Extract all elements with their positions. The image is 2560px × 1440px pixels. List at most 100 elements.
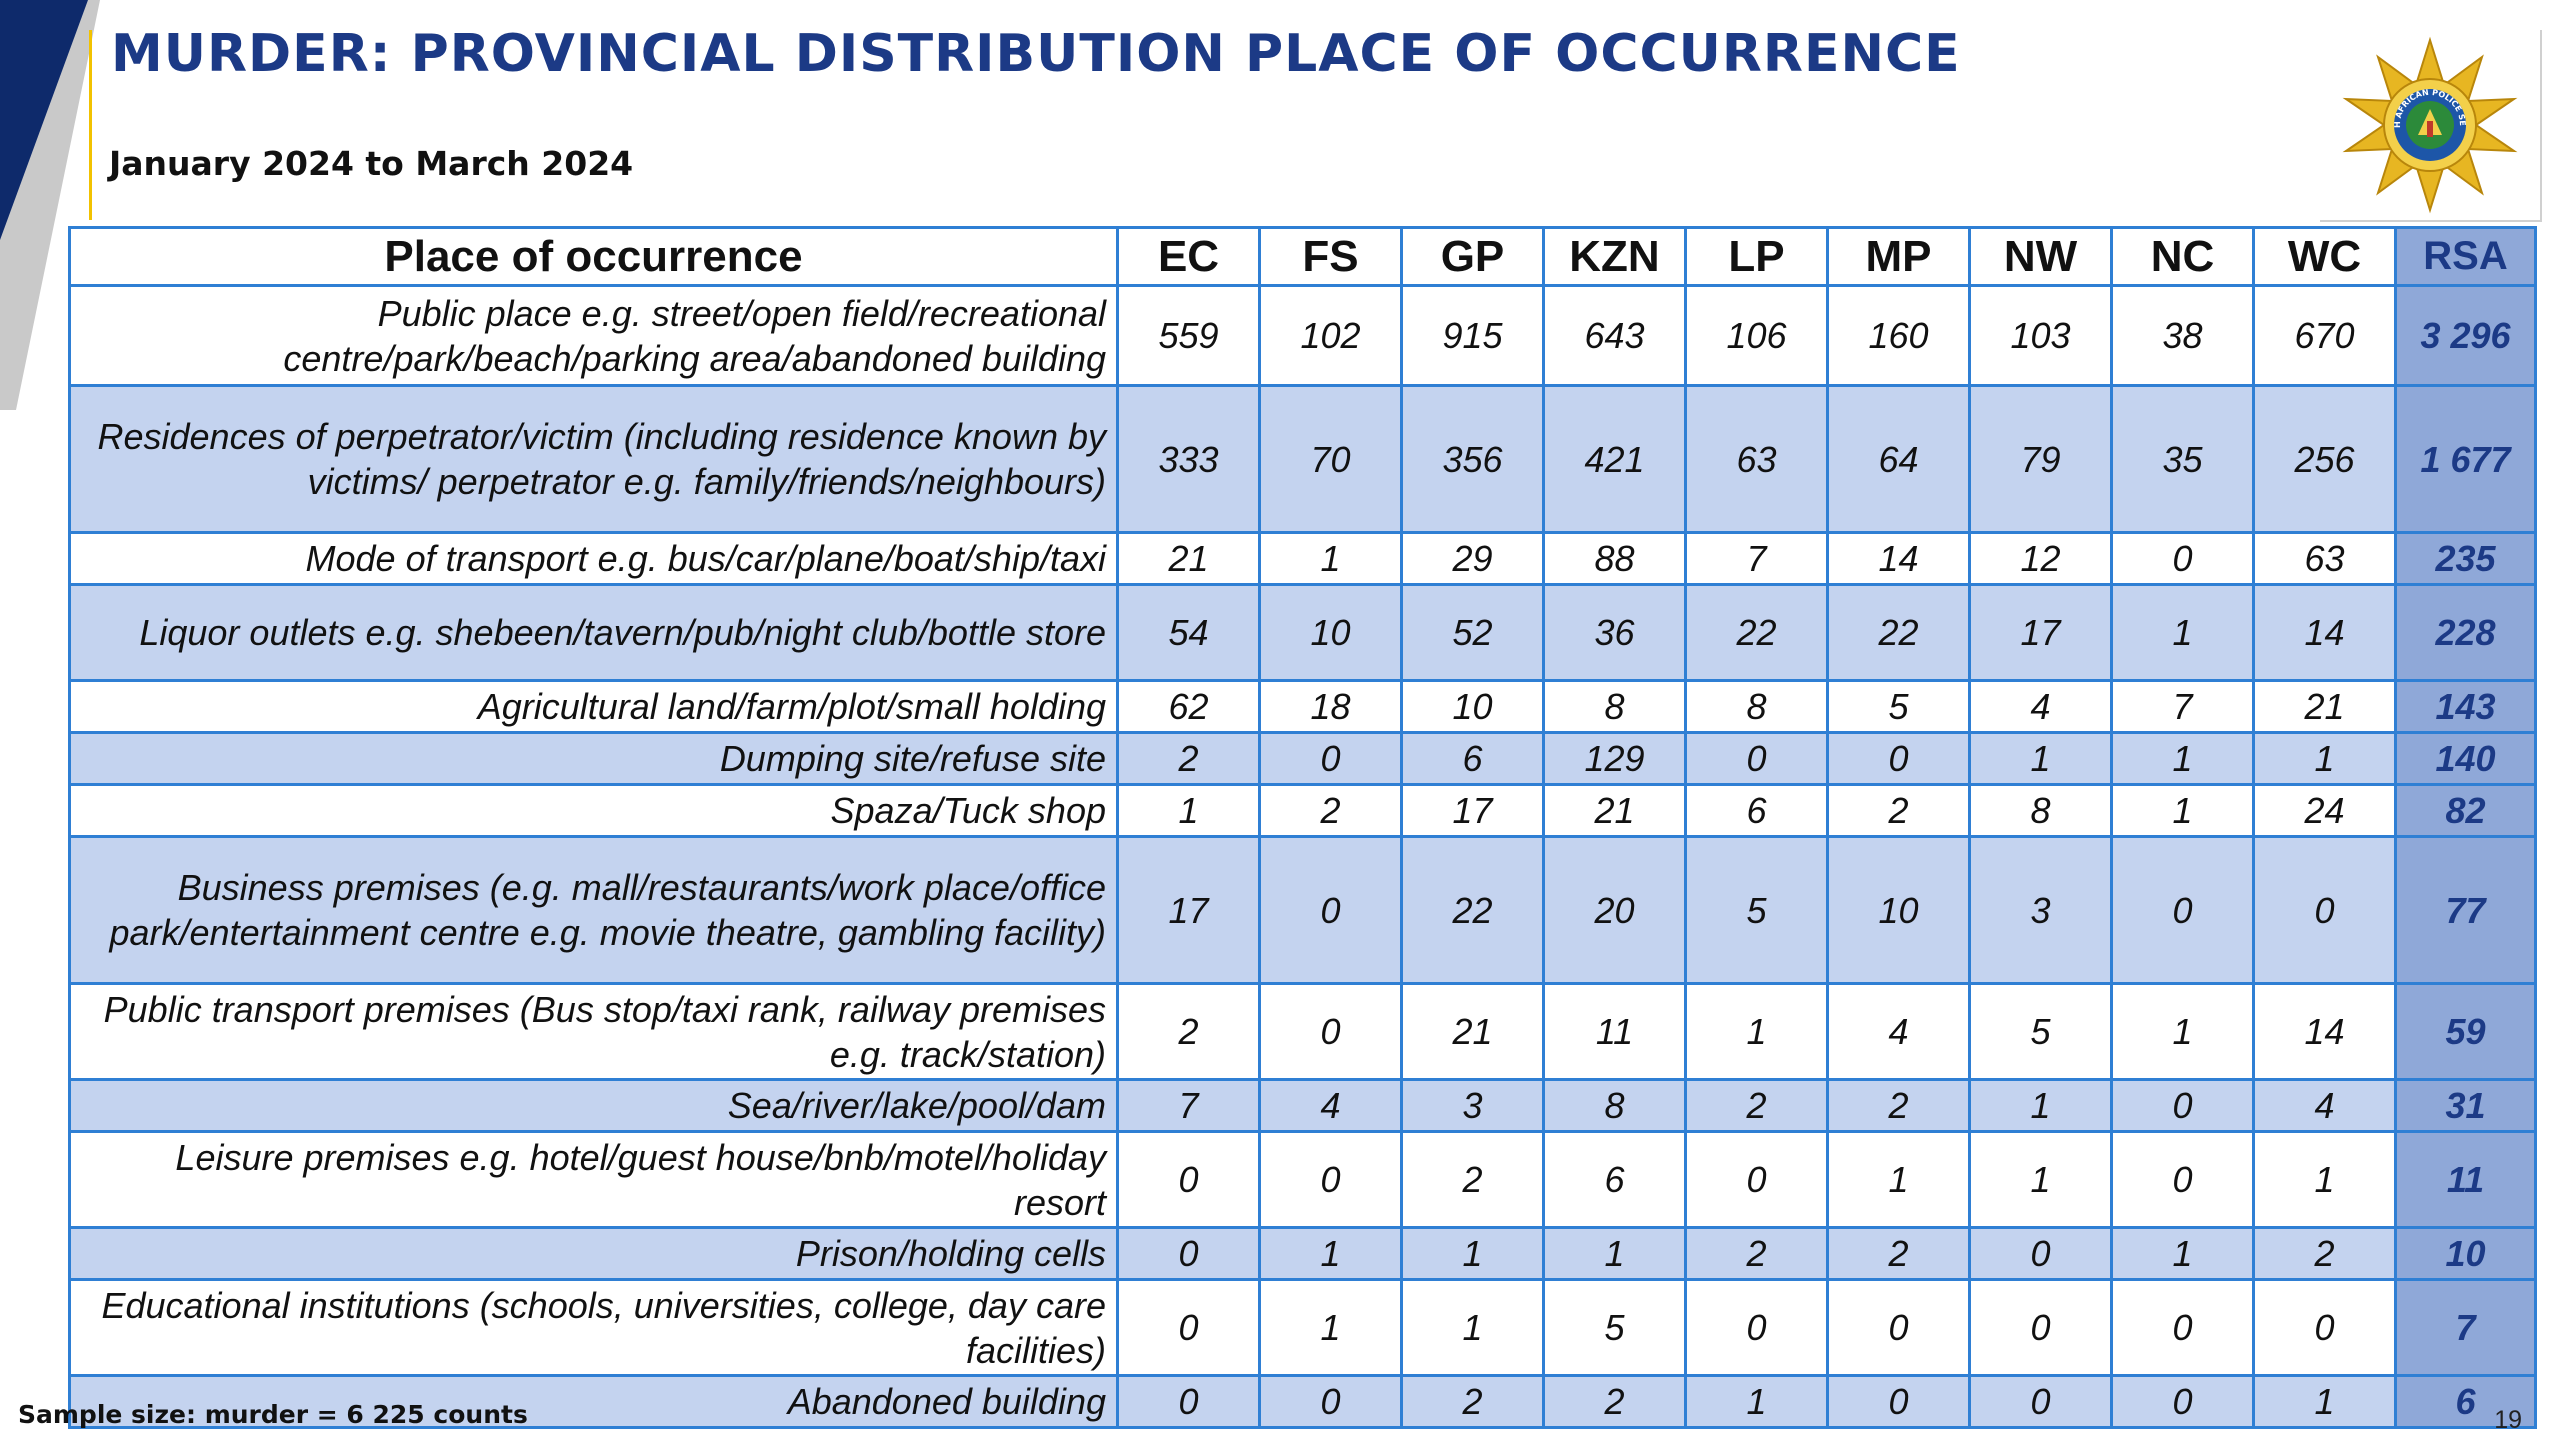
total-cell-rsa: 7 bbox=[2394, 1278, 2537, 1377]
place-cell: Mode of transport e.g. bus/car/plane/boa… bbox=[68, 531, 1119, 586]
table-row: Sea/river/lake/pool/dam 7 4 3 8 2 2 1 0 4 31 bbox=[68, 1078, 2537, 1133]
value-cell-gp: 915 bbox=[1400, 284, 1545, 387]
value-cell-fs: 102 bbox=[1258, 284, 1403, 387]
value-cell-wc: 63 bbox=[2252, 531, 2397, 586]
table-header-row: Place of occurrence EC FS GP KZN LP MP NW NC WC RS… bbox=[68, 226, 2537, 287]
occurrence-table: Place of occurrence EC FS GP KZN LP MP NW NC WC RS… bbox=[68, 226, 2537, 1429]
value-cell-kzn: 8 bbox=[1542, 679, 1687, 734]
star-emblem-icon: SOUTH AFRICAN POLICE SERVICE bbox=[2342, 36, 2518, 214]
value-cell-kzn: 421 bbox=[1542, 384, 1687, 534]
table-row: Prison/holding cells 0 1 1 1 2 2 0 1 2 10 bbox=[68, 1226, 2537, 1281]
total-cell-rsa: 1 677 bbox=[2394, 384, 2537, 534]
value-cell-nc: 35 bbox=[2110, 384, 2255, 534]
value-cell-gp: 2 bbox=[1400, 1374, 1545, 1429]
value-cell-ec: 333 bbox=[1116, 384, 1261, 534]
value-cell-kzn: 5 bbox=[1542, 1278, 1687, 1377]
value-cell-gp: 2 bbox=[1400, 1130, 1545, 1229]
value-cell-lp: 0 bbox=[1684, 1130, 1829, 1229]
place-cell: Dumping site/refuse site bbox=[68, 731, 1119, 786]
value-cell-kzn: 643 bbox=[1542, 284, 1687, 387]
value-cell-wc: 21 bbox=[2252, 679, 2397, 734]
total-cell-rsa: 82 bbox=[2394, 783, 2537, 838]
place-cell: Sea/river/lake/pool/dam bbox=[68, 1078, 1119, 1133]
value-cell-fs: 1 bbox=[1258, 1278, 1403, 1377]
value-cell-kzn: 8 bbox=[1542, 1078, 1687, 1133]
value-cell-wc: 1 bbox=[2252, 1374, 2397, 1429]
value-cell-lp: 0 bbox=[1684, 1278, 1829, 1377]
value-cell-lp: 7 bbox=[1684, 531, 1829, 586]
value-cell-nw: 0 bbox=[1968, 1374, 2113, 1429]
place-cell: Liquor outlets e.g. shebeen/tavern/pub/n… bbox=[68, 583, 1119, 682]
value-cell-nw: 1 bbox=[1968, 1130, 2113, 1229]
table-row: Spaza/Tuck shop 1 2 17 21 6 2 8 1 24 82 bbox=[68, 783, 2537, 838]
table-row: Public place e.g. street/open field/recr… bbox=[68, 284, 2537, 387]
table-row: Mode of transport e.g. bus/car/plane/boa… bbox=[68, 531, 2537, 586]
total-cell-rsa: 11 bbox=[2394, 1130, 2537, 1229]
total-cell-rsa: 10 bbox=[2394, 1226, 2537, 1281]
value-cell-ec: 0 bbox=[1116, 1226, 1261, 1281]
value-cell-lp: 8 bbox=[1684, 679, 1829, 734]
value-cell-wc: 0 bbox=[2252, 835, 2397, 985]
value-cell-lp: 0 bbox=[1684, 731, 1829, 786]
page-number: 19 bbox=[2494, 1406, 2522, 1434]
value-cell-fs: 0 bbox=[1258, 1374, 1403, 1429]
value-cell-mp: 5 bbox=[1826, 679, 1971, 734]
value-cell-ec: 21 bbox=[1116, 531, 1261, 586]
table-row: Dumping site/refuse site 2 0 6 129 0 0 1 1 1 140 bbox=[68, 731, 2537, 786]
value-cell-mp: 2 bbox=[1826, 1078, 1971, 1133]
value-cell-kzn: 20 bbox=[1542, 835, 1687, 985]
sample-size-note: Sample size: murder = 6 225 counts bbox=[18, 1400, 528, 1429]
value-cell-fs: 0 bbox=[1258, 731, 1403, 786]
column-header-kzn: KZN bbox=[1542, 226, 1687, 287]
value-cell-ec: 2 bbox=[1116, 731, 1261, 786]
value-cell-nw: 12 bbox=[1968, 531, 2113, 586]
value-cell-nc: 0 bbox=[2110, 1374, 2255, 1429]
value-cell-fs: 1 bbox=[1258, 531, 1403, 586]
value-cell-gp: 1 bbox=[1400, 1226, 1545, 1281]
total-cell-rsa: 143 bbox=[2394, 679, 2537, 734]
value-cell-lp: 2 bbox=[1684, 1226, 1829, 1281]
page-subtitle: January 2024 to March 2024 bbox=[109, 144, 634, 183]
value-cell-gp: 21 bbox=[1400, 982, 1545, 1081]
value-cell-mp: 64 bbox=[1826, 384, 1971, 534]
value-cell-gp: 6 bbox=[1400, 731, 1545, 786]
place-cell: Agricultural land/farm/plot/small holdin… bbox=[68, 679, 1119, 734]
value-cell-fs: 18 bbox=[1258, 679, 1403, 734]
value-cell-fs: 1 bbox=[1258, 1226, 1403, 1281]
column-header-rsa: RSA bbox=[2394, 226, 2537, 287]
page-title: MURDER: PROVINCIAL DISTRIBUTION PLACE OF… bbox=[111, 24, 1961, 84]
value-cell-nc: 1 bbox=[2110, 1226, 2255, 1281]
value-cell-mp: 0 bbox=[1826, 1278, 1971, 1377]
value-cell-gp: 17 bbox=[1400, 783, 1545, 838]
value-cell-mp: 22 bbox=[1826, 583, 1971, 682]
value-cell-gp: 52 bbox=[1400, 583, 1545, 682]
place-cell: Abandoned building bbox=[68, 1374, 1119, 1429]
value-cell-ec: 54 bbox=[1116, 583, 1261, 682]
place-cell: Spaza/Tuck shop bbox=[68, 783, 1119, 838]
value-cell-wc: 2 bbox=[2252, 1226, 2397, 1281]
table-row: Residences of perpetrator/victim (includ… bbox=[68, 384, 2537, 534]
place-cell: Residences of perpetrator/victim (includ… bbox=[68, 384, 1119, 534]
value-cell-gp: 22 bbox=[1400, 835, 1545, 985]
value-cell-fs: 2 bbox=[1258, 783, 1403, 838]
total-cell-rsa: 140 bbox=[2394, 731, 2537, 786]
place-cell: Leisure premises e.g. hotel/guest house/… bbox=[68, 1130, 1119, 1229]
place-cell: Business premises (e.g. mall/restaurants… bbox=[68, 835, 1119, 985]
value-cell-kzn: 6 bbox=[1542, 1130, 1687, 1229]
value-cell-fs: 0 bbox=[1258, 1130, 1403, 1229]
value-cell-mp: 14 bbox=[1826, 531, 1971, 586]
value-cell-fs: 4 bbox=[1258, 1078, 1403, 1133]
value-cell-kzn: 21 bbox=[1542, 783, 1687, 838]
value-cell-wc: 14 bbox=[2252, 583, 2397, 682]
saps-logo: SOUTH AFRICAN POLICE SERVICE bbox=[2320, 30, 2542, 222]
value-cell-ec: 2 bbox=[1116, 982, 1261, 1081]
value-cell-nw: 0 bbox=[1968, 1278, 2113, 1377]
value-cell-nc: 0 bbox=[2110, 531, 2255, 586]
value-cell-ec: 0 bbox=[1116, 1374, 1261, 1429]
column-header-wc: WC bbox=[2252, 226, 2397, 287]
value-cell-nc: 7 bbox=[2110, 679, 2255, 734]
value-cell-fs: 0 bbox=[1258, 982, 1403, 1081]
value-cell-nw: 17 bbox=[1968, 583, 2113, 682]
total-cell-rsa: 235 bbox=[2394, 531, 2537, 586]
value-cell-lp: 1 bbox=[1684, 1374, 1829, 1429]
